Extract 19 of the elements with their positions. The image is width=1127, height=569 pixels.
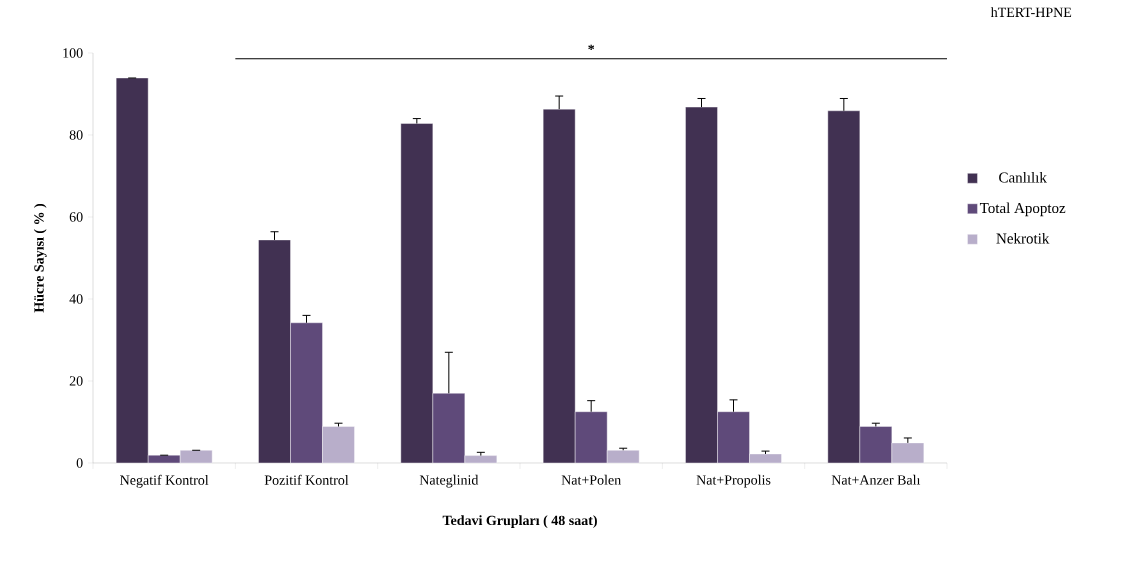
legend-label: Canlılık [999,172,1047,183]
x-tick-label: Pozitif Kontrol [264,474,349,485]
legend-label: Total Apoptoz [979,202,1066,217]
text: hTERT-HPNE [990,7,1072,17]
y-tick-label: 80 [69,130,83,140]
x-tick-label: Nat+Propolis [696,474,771,488]
y-tick-label: 40 [69,294,83,304]
y-tick-label: 0 [76,458,83,468]
x-tick-label: Nat+Polen [561,474,621,485]
y-tick-label: 100 [63,48,83,58]
legend-label: Nekrotik [996,233,1050,244]
x-tick-label: Negatif Kontrol [120,474,209,488]
y-axis-title: Hücre Sayısı ( % ) [33,203,47,313]
ref-line-label: * [588,44,595,50]
y-tick-label: 60 [69,212,83,222]
y-tick-label: 20 [69,376,83,386]
x-tick-label: Nateglinid [419,474,479,488]
x-axis-title: Tedavi Grupları ( 48 saat) [442,515,597,528]
x-tick-label: Nat+Anzer Balı [831,474,921,485]
